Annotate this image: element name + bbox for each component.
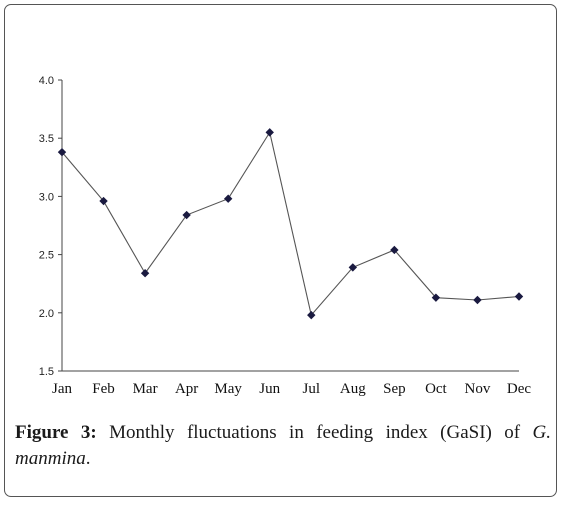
data-point-mar (140, 269, 150, 278)
figure-label: Figure 3: (15, 422, 97, 443)
data-point-jun (265, 128, 274, 137)
series-line (61, 130, 520, 317)
y-tick-label: 1.5 (39, 366, 54, 378)
data-point-jan (57, 147, 67, 157)
x-tick-label: Aug (340, 381, 366, 397)
line-chart: 1.5 2.0 2.5 3.0 3.5 4.0 Jan Feb Mar Apr May Jun Jul… (39, 75, 532, 397)
data-point-dec (514, 292, 524, 301)
y-tick-label: 3.5 (39, 133, 54, 145)
x-tick-labels: Jan Feb Mar Apr May Jun Jul Aug Sep Oct Nov Dec (52, 381, 531, 397)
x-tick-label: Jan (52, 381, 72, 397)
caption-text: Monthly fluctuations in feeding index (G… (96, 422, 533, 443)
x-tick-label: Jun (259, 381, 280, 397)
data-point-sep (390, 245, 399, 255)
data-point-jul (307, 310, 316, 320)
data-point-nov (473, 295, 482, 305)
x-tick-label: Mar (133, 381, 158, 397)
caption-species: G. manmina (15, 422, 551, 469)
x-tick-label: Jul (303, 381, 321, 397)
data-point-may (223, 194, 233, 203)
x-tick-label: Dec (507, 381, 531, 397)
y-tick-label: 2.5 (39, 250, 54, 262)
data-point-apr (182, 210, 191, 220)
data-point-oct (431, 293, 441, 302)
figure-caption: Figure 3: Monthly fluctuations in feedin… (15, 420, 551, 472)
y-tick-label: 2.0 (39, 308, 54, 320)
y-tick-label: 3.0 (39, 191, 54, 203)
chart-axes (58, 79, 519, 372)
series-group (57, 128, 524, 320)
y-tick-label: 4.0 (39, 75, 54, 87)
x-tick-label: Nov (465, 381, 491, 397)
data-point-aug (348, 263, 358, 272)
caption-end: . (85, 448, 91, 469)
x-tick-label: May (214, 381, 242, 397)
y-tick-labels: 1.5 2.0 2.5 3.0 3.5 4.0 (39, 75, 54, 378)
x-tick-label: Oct (425, 381, 447, 397)
figure-frame (4, 4, 557, 497)
x-tick-label: Sep (383, 381, 406, 397)
x-tick-label: Feb (92, 381, 115, 397)
x-tick-label: Apr (175, 381, 198, 397)
data-point-feb (99, 196, 108, 206)
